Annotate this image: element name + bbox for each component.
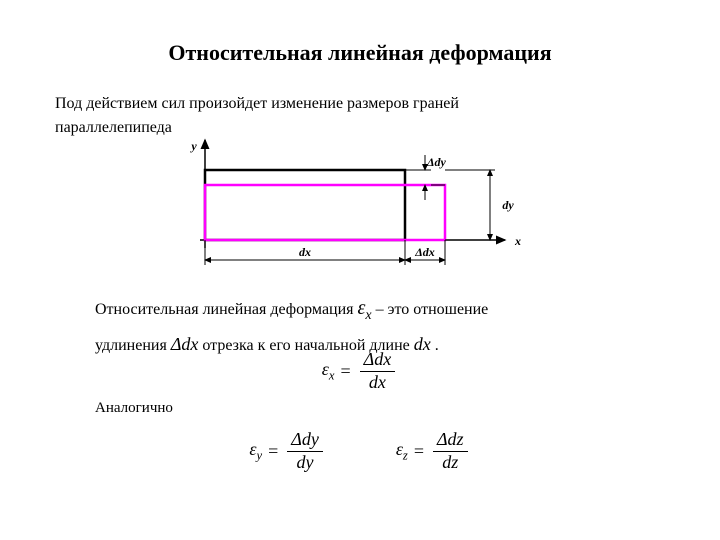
formula-row-1: εx = Δdx dx	[0, 350, 720, 393]
intro-text: Под действием сил произойдет изменение р…	[55, 92, 655, 140]
svg-text:dy: dy	[502, 198, 514, 212]
formula-eps-x: εx = Δdx dx	[322, 350, 398, 393]
svg-text:Δdy: Δdy	[426, 155, 447, 169]
formula-eps-y: εy = Δdy dy	[249, 430, 325, 473]
deformation-diagram: y x dx Δdx dy Δdy	[170, 135, 530, 275]
formula-row-2: εy = Δdy dy εz = Δdz dz	[0, 430, 720, 473]
def-part-a: Относительная линейная деформация	[95, 301, 358, 318]
formula-eps-z: εz = Δdz dz	[396, 430, 471, 473]
page-title: Относительная линейная деформация	[0, 40, 720, 66]
svg-text:Δdx: Δdx	[414, 245, 435, 259]
intro-line2: параллелепипеда	[55, 119, 172, 136]
analog-label: Аналогично	[95, 400, 173, 417]
svg-text:x: x	[514, 234, 521, 248]
eps-x-symbol: εx	[358, 297, 372, 319]
page: Относительная линейная деформация Под де…	[0, 0, 720, 540]
svg-text:y: y	[189, 139, 197, 153]
intro-line1: Под действием сил произойдет изменение р…	[55, 95, 459, 112]
svg-text:dx: dx	[299, 245, 311, 259]
diagram: y x dx Δdx dy Δdy	[170, 135, 530, 280]
def-part-b: – это отношение	[376, 301, 489, 318]
